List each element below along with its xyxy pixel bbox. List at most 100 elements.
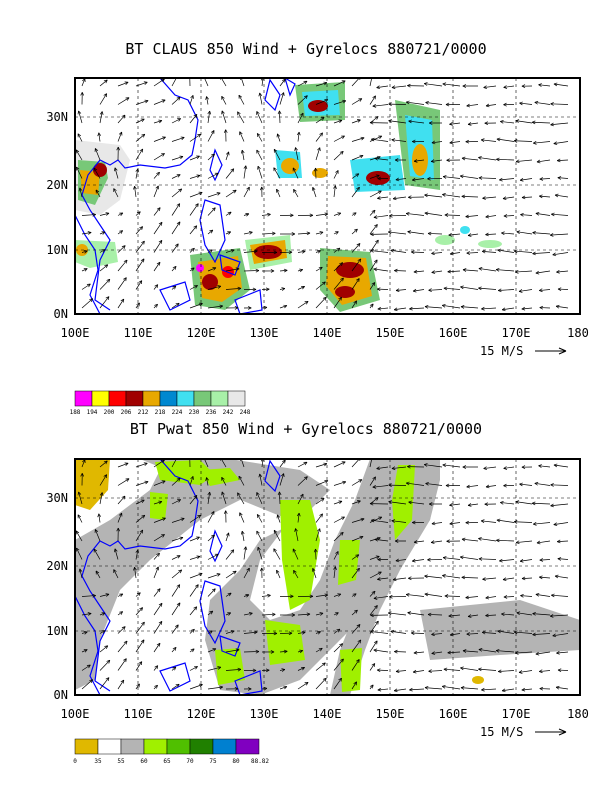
wind-vector-arrow [135, 549, 140, 560]
wind-vector-arrow [279, 631, 293, 636]
wind-vector-arrow [485, 214, 497, 219]
wind-vector-arrow [76, 547, 83, 560]
wind-vector-arrow [351, 186, 360, 198]
wind-vector-arrow [135, 462, 148, 468]
colorbar-label: 80 [232, 758, 240, 765]
wind-vector-arrow [390, 248, 407, 253]
wind-vector-arrow [333, 628, 341, 634]
wind-vector-arrow [135, 168, 140, 179]
wind-vector-arrow [483, 85, 497, 90]
wind-vector-arrow [521, 84, 533, 88]
wind-vector-arrow [279, 232, 296, 236]
wind-vector-arrow [153, 602, 163, 616]
wind-vector-arrow [171, 477, 181, 486]
wind-vector-arrow [498, 288, 515, 293]
colorbar-swatch [166, 738, 191, 755]
wind-vector-arrow [243, 268, 260, 273]
wind-vector-arrow [351, 212, 357, 216]
wind-vector-arrow [113, 188, 119, 198]
wind-vector-arrow [413, 650, 425, 655]
wind-vector-arrow [239, 131, 245, 142]
wind-vector-arrow [442, 175, 461, 179]
wind-vector-arrow [279, 594, 294, 599]
wind-vector-arrow [515, 500, 533, 505]
wind-vector-arrow [99, 630, 106, 634]
top-y-tick-labels: 0N 10N 20N 30N [46, 110, 68, 321]
wind-vector-arrow [519, 178, 533, 182]
wind-vector-arrow [412, 669, 425, 674]
wind-vector-arrow [520, 212, 533, 217]
wind-vector-arrow [135, 211, 141, 216]
wind-vector-arrow [261, 631, 278, 636]
wind-vector-arrow [135, 592, 141, 597]
wind-vector-arrow [428, 288, 443, 292]
wind-vector-arrow [515, 651, 533, 655]
wind-vector-arrow [459, 174, 479, 179]
wind-vector-arrow [297, 476, 308, 486]
wind-vector-arrow [409, 306, 425, 311]
wind-vector-arrow [171, 647, 177, 653]
wind-vector-arrow [424, 574, 443, 579]
wind-vector-arrow [171, 517, 185, 523]
wind-vector-arrow [465, 139, 479, 144]
wind-vector-arrow [459, 555, 479, 560]
wind-vector-arrow [292, 167, 299, 179]
wind-vector-arrow [482, 249, 497, 254]
wind-vector-arrow [495, 648, 515, 653]
wind-vector-arrow [117, 277, 127, 290]
wind-vector-arrow [412, 177, 425, 182]
wind-vector-arrow [311, 187, 317, 198]
wind-vector-arrow [518, 289, 533, 293]
wind-vector-arrow [395, 669, 407, 674]
wind-vector-arrow [297, 681, 309, 690]
wind-vector-arrow [279, 92, 285, 105]
wind-vector-arrow [256, 149, 263, 161]
wind-vector-arrow [171, 555, 181, 560]
wind-vector-arrow [261, 305, 268, 310]
colorbar-swatch [108, 390, 127, 407]
wind-vector-arrow [411, 250, 425, 254]
wind-vector-arrow [81, 664, 91, 671]
wind-vector-arrow [532, 251, 551, 256]
wind-vector-arrow [297, 493, 304, 505]
wind-vector-arrow [387, 230, 407, 235]
colorbar-label: 230 [189, 409, 200, 416]
wind-vector-arrow [135, 480, 149, 486]
wind-vector-arrow [189, 203, 199, 216]
wind-vector-arrow [377, 687, 389, 692]
colorbar-label: 224 [172, 409, 183, 416]
wind-vector-arrow [315, 212, 329, 217]
wind-vector-arrow [370, 249, 389, 253]
wind-vector-arrow [351, 173, 360, 179]
wind-vector-arrow [519, 559, 533, 563]
wind-vector-arrow [550, 102, 569, 106]
wind-vector-arrow [372, 104, 389, 108]
x-tick-label: 140E [313, 326, 342, 340]
wind-vector-arrow [171, 118, 181, 124]
wind-vector-arrow [135, 302, 140, 309]
y-tick-label: 20N [46, 178, 68, 192]
wind-vector-arrow [315, 231, 324, 235]
wind-vector-arrow [99, 677, 110, 690]
wind-vector-arrow [116, 146, 121, 161]
wind-vector-arrow [388, 102, 407, 107]
wind-vector-arrow [369, 663, 376, 671]
wind-vector-arrow [557, 287, 569, 292]
wind-vector-arrow [377, 557, 389, 562]
wind-vector-arrow [460, 686, 479, 690]
wind-vector-arrow [315, 593, 329, 598]
wind-vector-arrow [171, 666, 177, 671]
wind-vector-arrow [117, 658, 127, 671]
wind-vector-arrow [369, 259, 378, 272]
wind-vector-arrow [189, 514, 202, 523]
wind-vector-arrow [117, 640, 128, 653]
wind-vector-arrow [503, 483, 515, 488]
colorbar-swatch [120, 738, 145, 755]
wind-vector-arrow [273, 548, 281, 560]
wind-vector-arrow [189, 584, 199, 597]
x-tick-label: 150E [376, 326, 405, 340]
wind-vector-arrow [273, 167, 281, 179]
wind-vector-arrow [552, 633, 569, 638]
wind-vector-arrow [315, 147, 321, 161]
wind-vector-arrow [153, 517, 166, 523]
